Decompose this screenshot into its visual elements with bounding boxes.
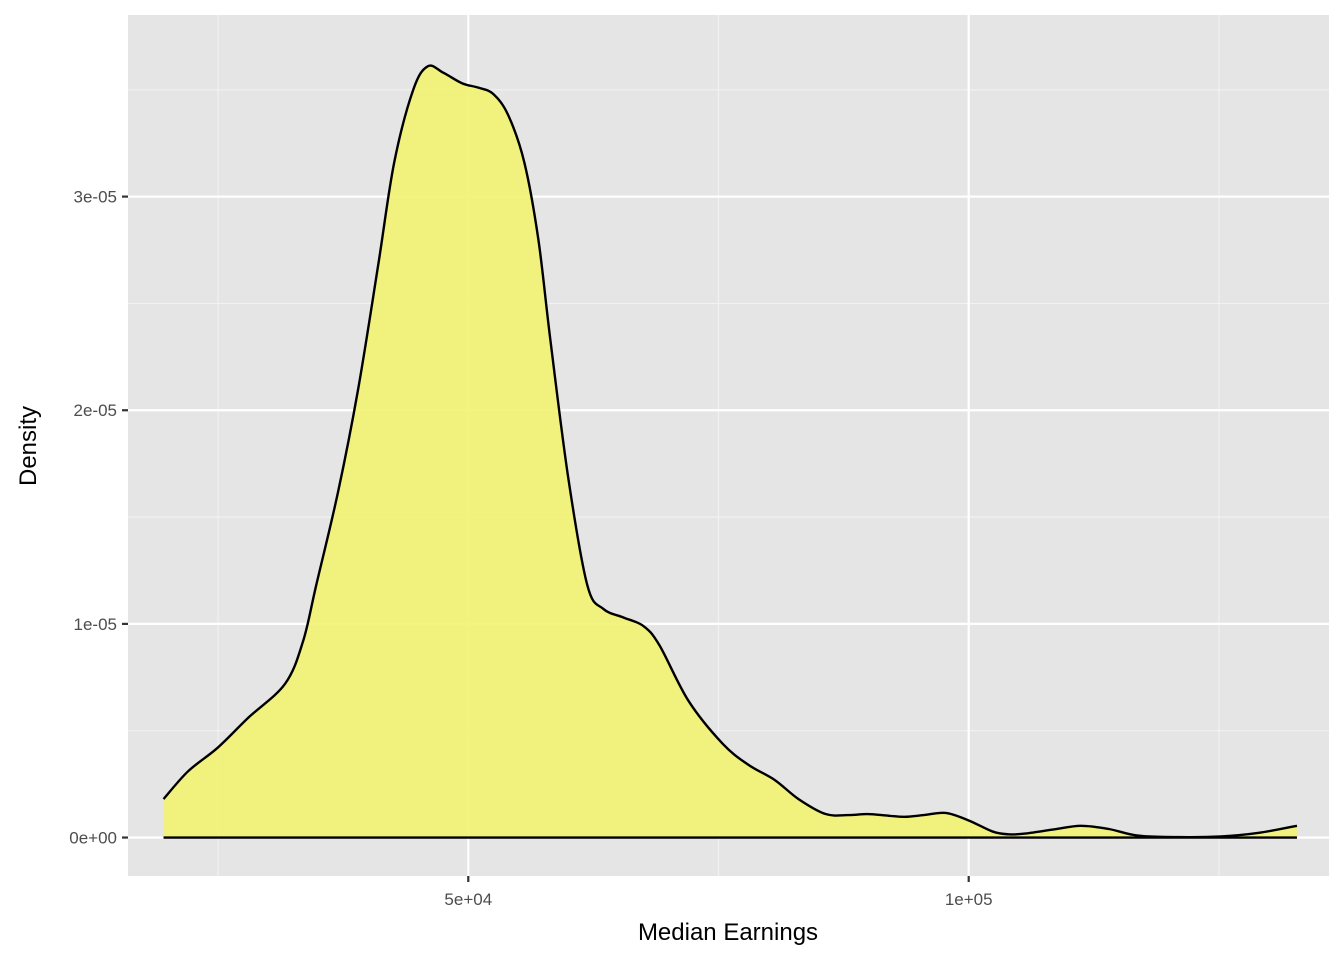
y-axis-title: Density [15,406,42,486]
density-fill [163,65,1297,838]
density-area [162,64,1298,839]
density-curve [162,64,1298,839]
x-axis-title: Median Earnings [638,919,818,946]
y-tick-label: 0e+00 [69,829,117,848]
x-axis: 5e+04 1e+05 [444,876,993,909]
y-axis: 0e+00 1e-05 2e-05 3e-05 [69,188,128,848]
y-tick-label: 3e-05 [74,188,117,207]
y-tick-label: 1e-05 [74,615,117,634]
y-tick-label: 2e-05 [74,401,117,420]
x-tick-label: 5e+04 [444,890,492,909]
x-tick-label: 1e+05 [945,890,993,909]
